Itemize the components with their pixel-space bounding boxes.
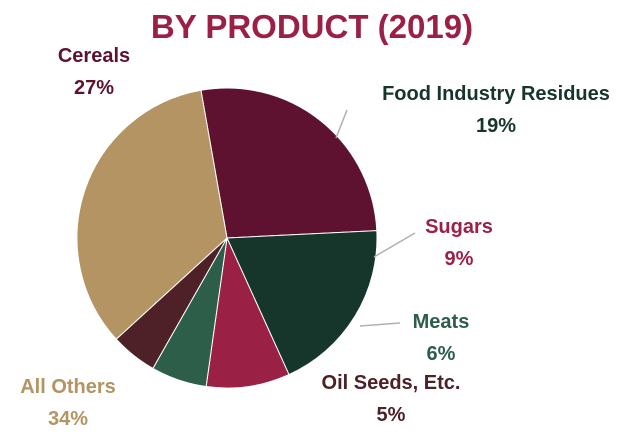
- leader-line-sugars: [373, 232, 416, 258]
- slice-value-all-others: 34%: [48, 408, 88, 428]
- slice-all-others: [76, 89, 228, 340]
- pie-slices: [76, 87, 378, 389]
- leader-lines: [335, 109, 416, 327]
- slice-label-oil-seeds-etc: Oil Seeds, Etc.: [322, 372, 461, 394]
- slice-label-meats: Meats: [413, 311, 470, 333]
- slice-label-cereals: Cereals: [58, 45, 130, 67]
- leader-line-food-industry-residues: [335, 109, 348, 139]
- chart-title: BY PRODUCT (2019): [151, 8, 473, 45]
- slice-labels: Cereals 27% Food Industry Residues 19% Sugar…: [20, 45, 610, 430]
- slice-label-sugars: Sugars: [425, 216, 493, 238]
- slice-label-food-industry-residues: Food Industry Residues: [382, 83, 610, 105]
- slice-sugars: [205, 236, 290, 389]
- slice-label-all-others: All Others: [20, 376, 116, 398]
- slice-value-sugars: 9%: [445, 248, 474, 270]
- slice-cereals: [200, 87, 378, 239]
- slice-value-meats: 6%: [427, 343, 456, 365]
- slice-value-food-industry-residues: 19%: [476, 115, 516, 137]
- slice-value-oil-seeds-etc: 5%: [377, 404, 406, 426]
- slice-food-industry-residues: [226, 230, 378, 376]
- leader-line-meats: [359, 322, 401, 327]
- slice-value-cereals: 27%: [74, 77, 114, 99]
